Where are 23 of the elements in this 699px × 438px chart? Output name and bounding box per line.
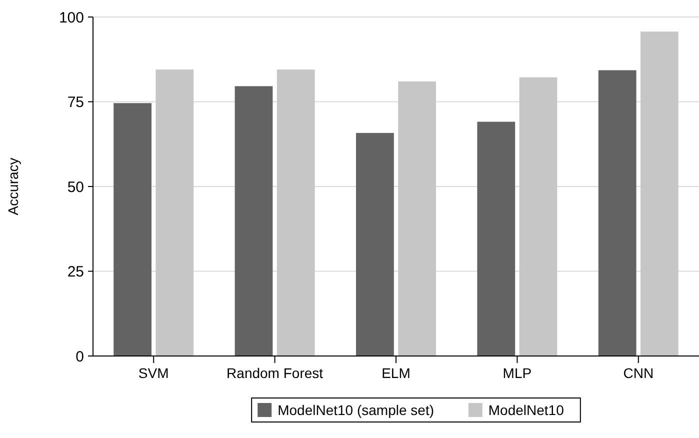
bar <box>398 81 436 356</box>
x-tick-label: SVM <box>138 365 169 381</box>
bar <box>234 86 273 356</box>
x-tick-label: ELM <box>382 365 410 381</box>
legend-label: ModelNet10 (sample set) <box>278 402 434 418</box>
bar <box>156 70 194 356</box>
x-tick-label: MLP <box>502 365 532 381</box>
y-tick-label: 0 <box>76 348 84 366</box>
y-tick-label: 25 <box>67 264 84 280</box>
bar <box>356 132 394 356</box>
y-tick-label: 100 <box>58 9 84 26</box>
y-tick-label: 50 <box>67 178 84 196</box>
bar <box>477 122 516 356</box>
y-axis-title: Accuracy <box>5 158 21 216</box>
legend-label: ModelNet10 <box>488 402 564 418</box>
y-tick-label: 75 <box>67 94 84 111</box>
bar <box>276 70 315 356</box>
bar <box>114 103 152 356</box>
bar <box>598 70 636 356</box>
bar <box>640 32 678 356</box>
bar <box>519 77 558 356</box>
x-tick-label: CNN <box>623 365 654 381</box>
x-tick-label: Random Forest <box>226 365 324 381</box>
